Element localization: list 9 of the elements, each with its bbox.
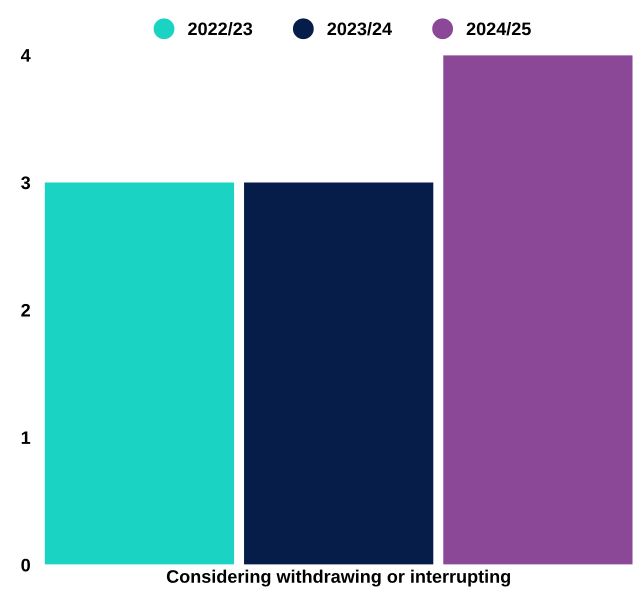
y-tick-label: 0 bbox=[21, 558, 30, 572]
y-tick-label: 1 bbox=[22, 431, 30, 444]
y-tick-label: 2 bbox=[21, 304, 30, 316]
legend-label: 2022/23 bbox=[188, 22, 252, 36]
legend-label: 2023/24 bbox=[327, 22, 392, 36]
y-tick-label: 4 bbox=[20, 49, 31, 62]
y-tick-label: 3 bbox=[21, 176, 30, 190]
legend-label: 2024/25 bbox=[466, 22, 531, 36]
x-tick-label: Considering withdrawing or interrupting bbox=[166, 570, 510, 587]
